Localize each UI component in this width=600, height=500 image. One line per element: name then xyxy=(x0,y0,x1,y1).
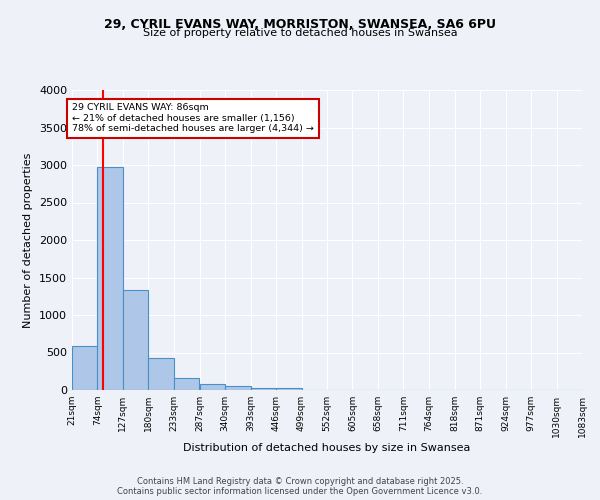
Bar xyxy=(251,388,276,390)
Bar xyxy=(200,384,225,390)
Text: 29, CYRIL EVANS WAY, MORRISTON, SWANSEA, SA6 6PU: 29, CYRIL EVANS WAY, MORRISTON, SWANSEA,… xyxy=(104,18,496,30)
Bar xyxy=(225,386,251,390)
Text: Size of property relative to detached houses in Swansea: Size of property relative to detached ho… xyxy=(143,28,457,38)
Bar xyxy=(148,358,174,390)
X-axis label: Distribution of detached houses by size in Swansea: Distribution of detached houses by size … xyxy=(184,442,470,452)
Text: Contains HM Land Registry data © Crown copyright and database right 2025.: Contains HM Land Registry data © Crown c… xyxy=(137,478,463,486)
Bar xyxy=(123,290,148,390)
Bar xyxy=(276,388,302,390)
Bar xyxy=(97,167,123,390)
Text: 29 CYRIL EVANS WAY: 86sqm
← 21% of detached houses are smaller (1,156)
78% of se: 29 CYRIL EVANS WAY: 86sqm ← 21% of detac… xyxy=(72,104,314,134)
Y-axis label: Number of detached properties: Number of detached properties xyxy=(23,152,34,328)
Bar xyxy=(174,378,199,390)
Bar xyxy=(72,346,97,390)
Text: Contains public sector information licensed under the Open Government Licence v3: Contains public sector information licen… xyxy=(118,488,482,496)
